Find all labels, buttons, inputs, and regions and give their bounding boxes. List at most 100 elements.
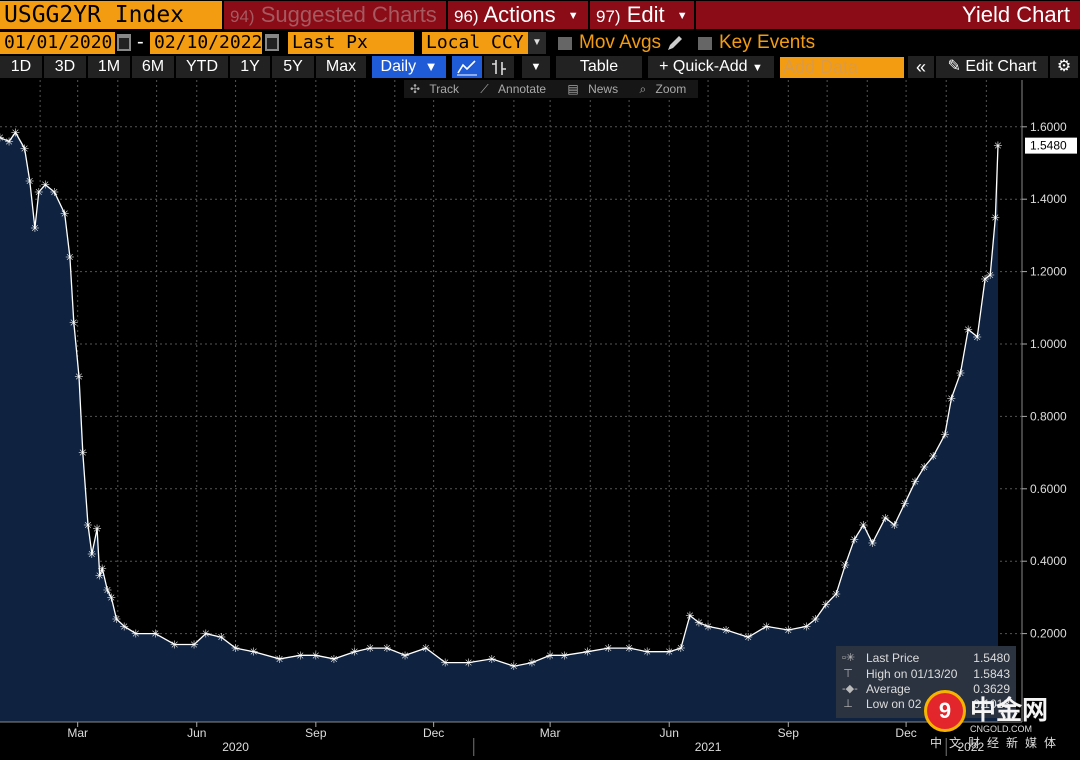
data-point: ✳ — [546, 649, 555, 662]
data-point: ✳ — [973, 331, 982, 344]
y-tick-label: 0.6000 — [1030, 482, 1067, 496]
data-point: ✳ — [811, 613, 820, 626]
data-point: ✳ — [120, 620, 129, 633]
key-events-label: Key Events — [719, 32, 816, 53]
period-button-1d[interactable]: 1D — [0, 56, 42, 78]
legend-box-icon: ▫✳ — [842, 652, 856, 664]
chart-title: Yield Chart — [696, 1, 1080, 29]
news-label: News — [588, 82, 619, 96]
news-tool[interactable]: ▤ News — [567, 82, 619, 96]
data-point: ✳ — [762, 620, 771, 633]
line-chart-icon[interactable] — [452, 56, 482, 78]
quick-add-button[interactable]: + Quick-Add ▼ — [648, 56, 774, 78]
period-button-5y[interactable]: 5Y — [272, 56, 314, 78]
start-date-input[interactable]: 01/01/2020 — [0, 32, 115, 54]
data-point: ✳ — [676, 642, 685, 655]
data-point: ✳ — [275, 653, 284, 666]
currency-select[interactable]: Local CCY — [422, 32, 528, 54]
data-point: ✳ — [832, 588, 841, 601]
plus-icon: + — [659, 58, 669, 75]
actions-menu-button[interactable]: 96) Actions ▼ — [448, 1, 588, 29]
data-point: ✳ — [421, 642, 430, 655]
edit-menu-button[interactable]: 97) Edit ▼ — [590, 1, 694, 29]
quick-add-label: Quick-Add — [672, 58, 748, 75]
table-button[interactable]: Table — [556, 56, 642, 78]
data-point: ✳ — [92, 523, 101, 536]
data-point: ✳ — [382, 642, 391, 655]
watermark-url: CNGOLD.COM — [970, 724, 1033, 734]
period-button-1y[interactable]: 1Y — [230, 56, 270, 78]
period-button-6m[interactable]: 6M — [132, 56, 174, 78]
year-label: 2022 — [957, 740, 984, 754]
y-tick-label: 1.6000 — [1030, 120, 1067, 134]
data-point: ✳ — [993, 140, 1002, 153]
period-button-3d[interactable]: 3D — [44, 56, 86, 78]
data-point: ✳ — [311, 649, 320, 662]
pencil-icon[interactable] — [666, 34, 684, 52]
period-button-ytd[interactable]: YTD — [176, 56, 228, 78]
suggested-charts-button[interactable]: 94) Suggested Charts — [224, 1, 446, 29]
collapse-icon[interactable]: « — [908, 56, 934, 78]
x-tick-label: Sep — [778, 726, 800, 740]
data-point: ✳ — [665, 646, 674, 659]
key-events-checkbox[interactable] — [698, 37, 712, 50]
calendar-icon[interactable] — [117, 34, 131, 51]
zoom-tool[interactable]: ⌕ Zoom — [639, 82, 687, 96]
edit-chart-label: Edit Chart — [965, 58, 1037, 75]
data-point: ✳ — [30, 222, 39, 235]
track-tool[interactable]: ✣ Track — [410, 82, 459, 96]
edit-label: Edit — [626, 2, 665, 27]
data-point: ✳ — [821, 599, 830, 612]
data-point: ✳ — [859, 519, 868, 532]
average-marker-icon: -◆- — [842, 683, 858, 695]
annotate-tool[interactable]: ⟋ Annotate — [480, 82, 547, 96]
zoom-label: Zoom — [655, 82, 687, 96]
data-point: ✳ — [249, 646, 258, 659]
annotate-label: Annotate — [498, 82, 547, 96]
legend-low: ⊥ Low on 02 0.1013 — [840, 697, 1014, 712]
x-tick-label: Dec — [895, 726, 916, 740]
add-data-input[interactable]: Add Data — [780, 57, 904, 78]
data-point: ✳ — [217, 631, 226, 644]
data-point: ✳ — [11, 126, 20, 139]
data-point: ✳ — [527, 657, 536, 670]
y-tick-label: 0.2000 — [1030, 627, 1067, 641]
title-bar: USGG2YR Index 94) Suggested Charts 96) A… — [0, 0, 1080, 30]
field-select[interactable]: Last Px — [288, 32, 414, 54]
data-point: ✳ — [231, 642, 240, 655]
edit-number: 97) — [596, 7, 621, 26]
data-point: ✳ — [65, 251, 74, 264]
data-point: ✳ — [20, 143, 29, 156]
data-point: ✳ — [60, 208, 69, 221]
actions-label: Actions — [483, 2, 556, 27]
candlestick-icon[interactable] — [484, 56, 514, 78]
mov-avgs-checkbox[interactable] — [558, 37, 572, 50]
data-point: ✳ — [784, 624, 793, 637]
data-point: ✳ — [170, 638, 179, 651]
data-point: ✳ — [87, 548, 96, 561]
data-point: ✳ — [83, 519, 92, 532]
calendar-icon[interactable] — [265, 34, 279, 51]
ticker-field[interactable]: USGG2YR Index — [0, 1, 222, 29]
data-point: ✳ — [940, 429, 949, 442]
dropdown-arrow-icon[interactable]: ▼ — [528, 32, 546, 54]
period-button-max[interactable]: Max — [316, 56, 366, 78]
data-point: ✳ — [487, 653, 496, 666]
range-bar: 01/01/2020 - 02/10/2022 Last Px Local CC… — [0, 31, 1080, 55]
frequency-select[interactable]: Daily ▼ — [372, 56, 446, 78]
legend-average: -◆- Average 0.3629 — [840, 682, 1014, 697]
data-point: ✳ — [744, 631, 753, 644]
data-point: ✳ — [583, 646, 592, 659]
data-point: ✳ — [103, 584, 112, 597]
settings-gear-icon[interactable]: ⚙ — [1050, 56, 1078, 78]
y-tick-label: 1.2000 — [1030, 265, 1067, 279]
period-button-1m[interactable]: 1M — [88, 56, 130, 78]
suggested-charts-number: 94) — [230, 7, 255, 26]
legend-last-price: ▫✳ Last Price 1.5480 — [840, 651, 1014, 666]
end-date-input[interactable]: 02/10/2022 — [150, 32, 262, 54]
data-point: ✳ — [112, 613, 121, 626]
watermark-name: 中金网 — [970, 695, 1049, 725]
edit-chart-button[interactable]: ✎ Edit Chart — [936, 56, 1048, 78]
chart-type-dropdown-icon[interactable]: ▼ — [522, 56, 550, 78]
data-point: ✳ — [980, 273, 989, 286]
